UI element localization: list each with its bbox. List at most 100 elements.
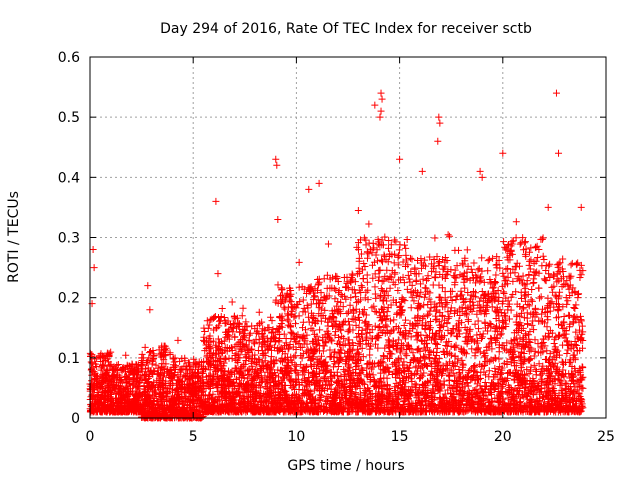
data-point <box>365 220 373 228</box>
data-point <box>147 367 155 375</box>
data-point <box>120 365 128 373</box>
data-point <box>307 324 315 332</box>
data-point <box>144 393 152 401</box>
data-point <box>402 251 410 259</box>
data-point <box>368 304 376 312</box>
data-point <box>481 353 489 361</box>
data-point <box>91 360 99 368</box>
data-point <box>107 348 115 356</box>
data-point <box>394 253 402 261</box>
data-point <box>407 304 415 312</box>
data-point <box>144 357 152 365</box>
data-point <box>445 371 453 379</box>
data-point <box>87 380 95 388</box>
data-point <box>475 325 483 333</box>
data-point <box>109 383 117 391</box>
data-point <box>97 393 105 401</box>
data-point <box>119 395 127 403</box>
data-point <box>111 374 119 382</box>
data-point <box>464 316 472 324</box>
data-point <box>154 370 162 378</box>
data-point <box>140 354 148 362</box>
data-point <box>131 366 139 374</box>
data-point <box>295 258 303 266</box>
data-point <box>422 276 430 284</box>
data-point <box>101 357 109 365</box>
data-point <box>99 401 107 409</box>
data-point <box>174 336 182 344</box>
data-point <box>124 375 132 383</box>
data-point <box>141 365 149 373</box>
data-point <box>139 406 147 414</box>
data-point <box>362 317 370 325</box>
data-point <box>103 403 111 411</box>
data-point <box>363 271 371 279</box>
data-point <box>98 373 106 381</box>
data-point <box>446 232 454 240</box>
data-point <box>414 332 422 340</box>
data-point <box>444 314 452 322</box>
data-point <box>395 252 403 260</box>
data-point <box>121 400 129 408</box>
data-point <box>220 314 228 322</box>
data-point <box>345 326 353 334</box>
data-point <box>98 408 106 416</box>
data-point <box>132 365 140 373</box>
data-point <box>485 255 493 263</box>
data-point <box>130 405 138 413</box>
data-point <box>316 369 324 377</box>
data-point <box>309 326 317 334</box>
data-point <box>375 273 383 281</box>
data-point <box>347 294 355 302</box>
data-point <box>148 403 156 411</box>
data-point <box>425 347 433 355</box>
data-point <box>408 293 416 301</box>
data-point <box>99 361 107 369</box>
data-point <box>114 404 122 412</box>
data-point <box>148 400 156 408</box>
data-point <box>366 351 374 359</box>
data-point <box>431 274 439 282</box>
data-point <box>367 365 375 373</box>
data-point <box>115 385 123 393</box>
data-point <box>402 244 410 252</box>
data-point <box>141 343 149 351</box>
data-point <box>403 352 411 360</box>
data-point <box>159 389 167 397</box>
data-point <box>133 371 141 379</box>
data-point <box>118 366 126 374</box>
data-point <box>292 362 300 370</box>
data-point <box>427 318 435 326</box>
data-point <box>408 255 416 263</box>
data-point <box>113 400 121 408</box>
data-point <box>107 377 115 385</box>
data-point <box>90 392 98 400</box>
data-point <box>354 349 362 357</box>
data-point <box>407 254 415 262</box>
data-point <box>91 395 99 403</box>
data-point <box>432 307 440 315</box>
data-point <box>166 349 174 357</box>
data-point <box>432 340 440 348</box>
data-point <box>126 367 134 375</box>
data-point <box>448 351 456 359</box>
data-point <box>402 316 410 324</box>
data-point <box>90 406 98 414</box>
data-point <box>395 246 403 254</box>
data-point <box>346 301 354 309</box>
data-point <box>97 366 105 374</box>
data-point <box>146 398 154 406</box>
data-point <box>99 374 107 382</box>
data-point <box>244 375 252 383</box>
data-point <box>98 352 106 360</box>
data-point <box>129 405 137 413</box>
data-point <box>96 401 104 409</box>
data-point <box>218 305 226 313</box>
data-point <box>371 307 379 315</box>
data-point <box>118 394 126 402</box>
data-point <box>113 365 121 373</box>
data-point <box>209 314 217 322</box>
data-point <box>422 332 430 340</box>
data-point <box>161 347 169 355</box>
data-point <box>417 255 425 263</box>
